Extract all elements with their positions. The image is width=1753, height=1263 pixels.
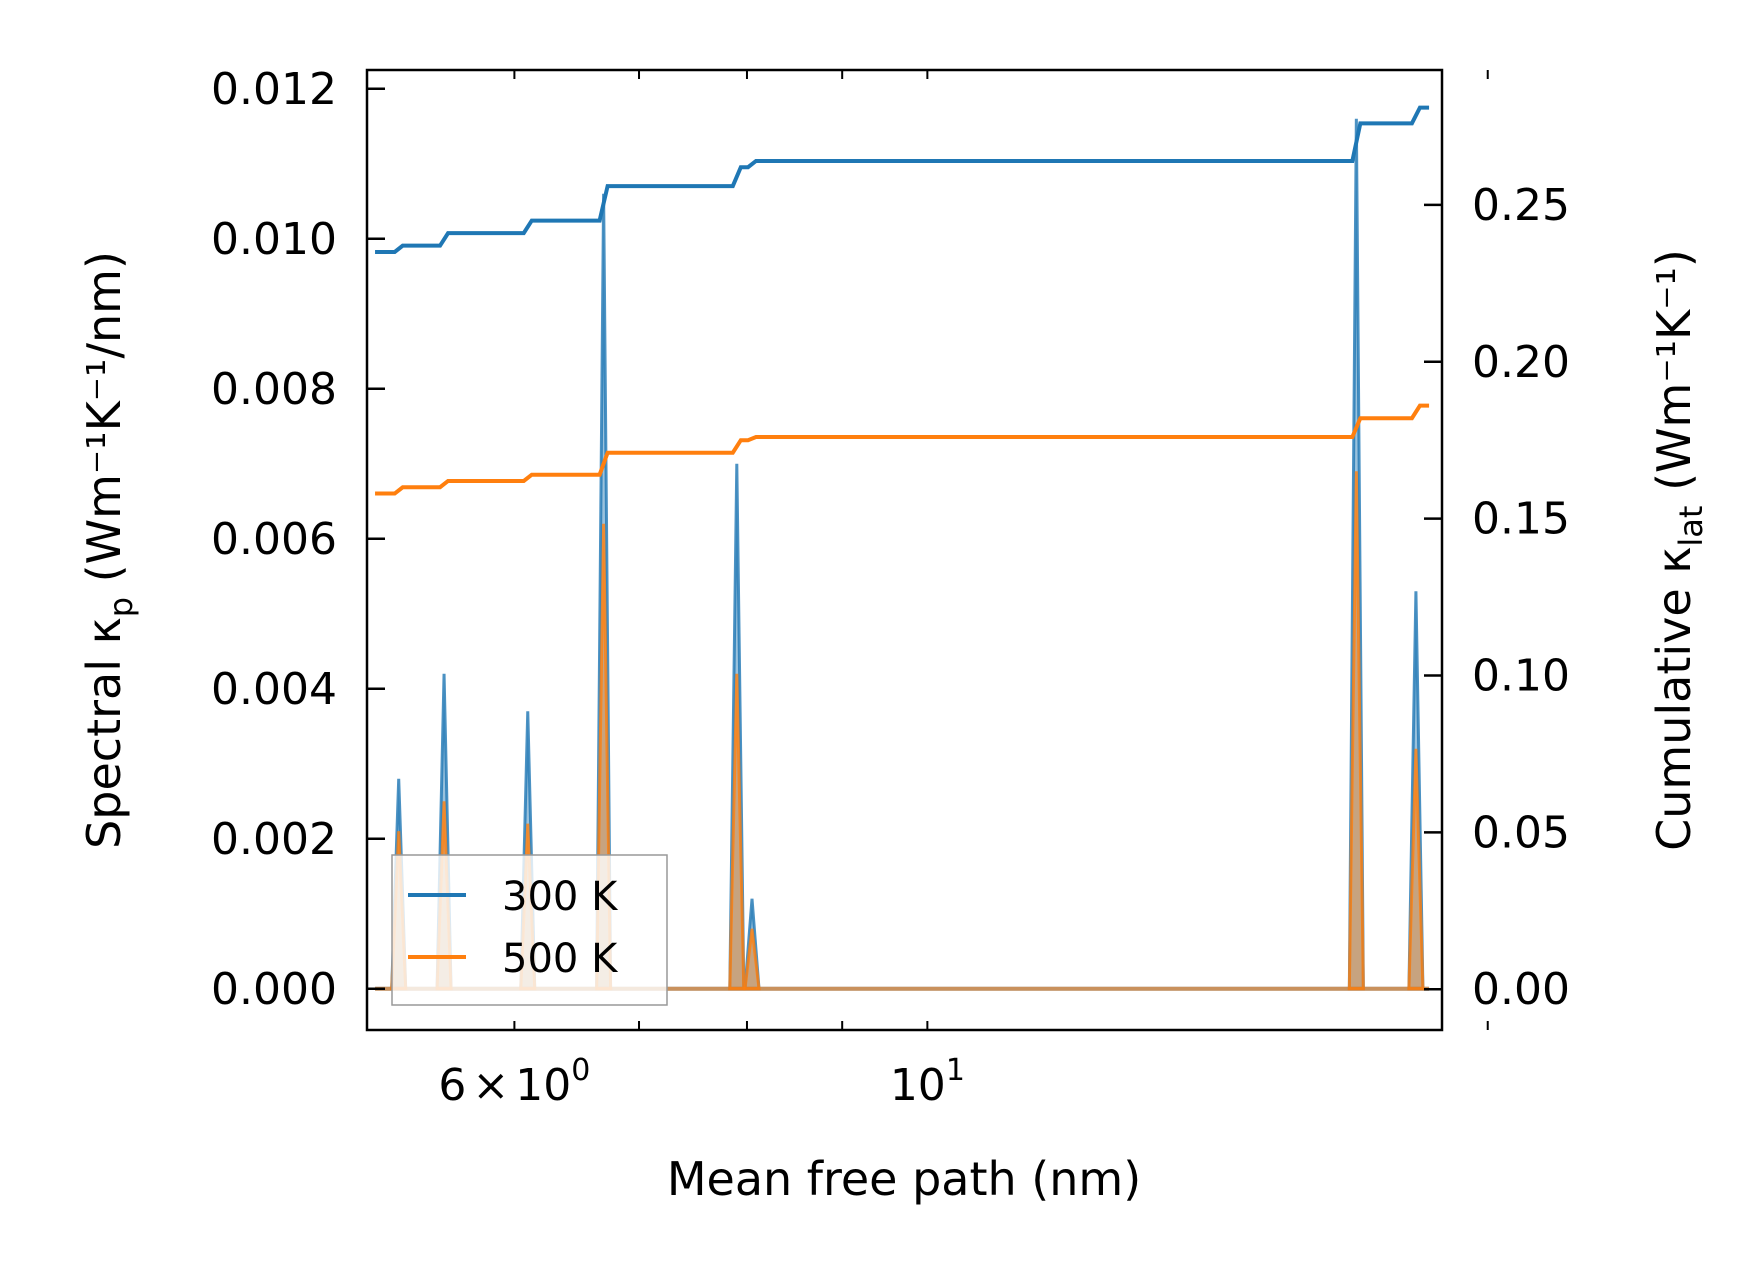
y-left-tick-label-2: 0.004 <box>211 664 337 715</box>
x-axis-label: Mean free path (nm) <box>667 1152 1141 1206</box>
y-axis-right-label: Cumulative κlat (Wm⁻¹K⁻¹) <box>1647 249 1710 851</box>
y-left-tick-label-6: 0.012 <box>211 64 337 115</box>
cumulative-line-500k <box>375 403 1430 496</box>
y-left-tick-label-5: 0.010 <box>211 214 337 265</box>
y-left-tick-label-3: 0.006 <box>211 514 337 565</box>
legend: 300 K 500 K <box>391 854 668 1006</box>
x-tick-label-1: 101 <box>890 1053 965 1111</box>
y-right-tick-label-1: 0.05 <box>1472 807 1570 858</box>
y-right-tick-label-3: 0.15 <box>1472 494 1570 545</box>
legend-label-300k: 300 K <box>502 874 619 920</box>
legend-box <box>391 854 668 1006</box>
y-right-tick-label-4: 0.20 <box>1472 337 1570 388</box>
y-right-tick-label-2: 0.10 <box>1472 650 1570 701</box>
cumulative-series-layer <box>375 105 1430 496</box>
y-left-tick-label-1: 0.002 <box>211 814 337 865</box>
ticks-layer: 0.000 0.002 0.004 0.006 0.008 0.010 0.012 0.00 0… <box>211 64 1570 1111</box>
plot-frame <box>365 68 1444 1032</box>
y-right-tick-label-5: 0.25 <box>1472 180 1570 231</box>
x-tick-label-0: 6 × 100 <box>438 1053 590 1111</box>
y-right-tick-label-0: 0.00 <box>1472 964 1570 1015</box>
cumulative-line-300k <box>375 105 1430 254</box>
y-left-tick-label-0: 0.000 <box>211 964 337 1015</box>
y-axis-left-label: Spectral κp (Wm⁻¹K⁻¹/nm) <box>77 251 140 849</box>
legend-label-500k: 500 K <box>502 936 619 982</box>
y-left-tick-label-4: 0.008 <box>211 364 337 415</box>
